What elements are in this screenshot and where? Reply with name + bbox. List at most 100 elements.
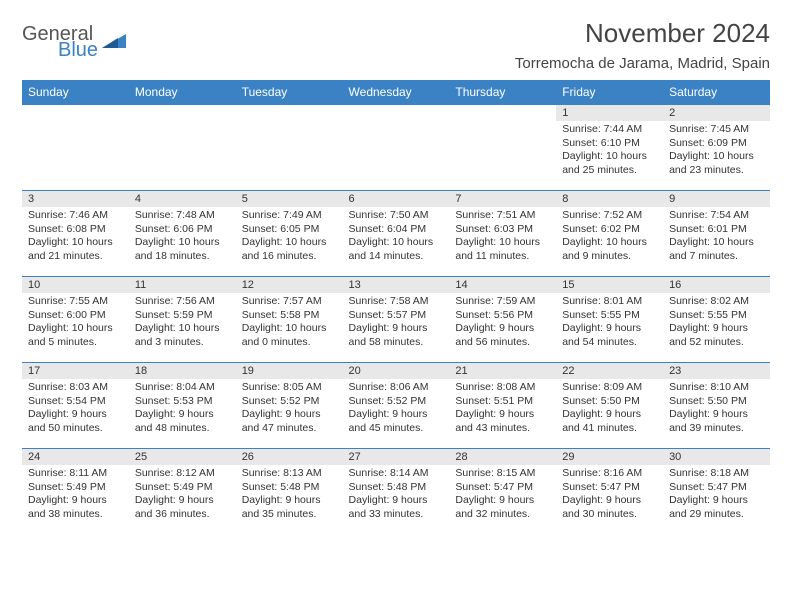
sunrise-line: Sunrise: 7:54 AM (669, 209, 764, 223)
title-block: November 2024 Torremocha de Jarama, Madr… (515, 18, 770, 72)
daylight-line: Daylight: 10 hours and 0 minutes. (242, 322, 337, 349)
day-details: Sunrise: 8:11 AMSunset: 5:49 PMDaylight:… (22, 465, 129, 526)
daylight-line: Daylight: 9 hours and 38 minutes. (28, 494, 123, 521)
day-number: 6 (343, 191, 450, 207)
weekday-header: Friday (556, 80, 663, 105)
sunrise-line: Sunrise: 8:09 AM (562, 381, 657, 395)
day-details: Sunrise: 8:18 AMSunset: 5:47 PMDaylight:… (663, 465, 770, 526)
sunrise-line: Sunrise: 8:10 AM (669, 381, 764, 395)
day-details: Sunrise: 7:51 AMSunset: 6:03 PMDaylight:… (449, 207, 556, 268)
sunrise-line: Sunrise: 7:45 AM (669, 123, 764, 137)
sunset-line: Sunset: 6:08 PM (28, 223, 123, 237)
day-details: Sunrise: 7:50 AMSunset: 6:04 PMDaylight:… (343, 207, 450, 268)
location-text: Torremocha de Jarama, Madrid, Spain (515, 55, 770, 72)
brand-triangle-icon (102, 32, 128, 52)
daylight-line: Daylight: 10 hours and 25 minutes. (562, 150, 657, 177)
weekday-header: Wednesday (343, 80, 450, 105)
calendar-cell (129, 105, 236, 191)
day-details: Sunrise: 8:10 AMSunset: 5:50 PMDaylight:… (663, 379, 770, 440)
sunrise-line: Sunrise: 7:50 AM (349, 209, 444, 223)
day-number: 5 (236, 191, 343, 207)
calendar-cell: 1Sunrise: 7:44 AMSunset: 6:10 PMDaylight… (556, 105, 663, 191)
calendar-week-row: 17Sunrise: 8:03 AMSunset: 5:54 PMDayligh… (22, 363, 770, 449)
calendar-cell: 16Sunrise: 8:02 AMSunset: 5:55 PMDayligh… (663, 277, 770, 363)
day-details: Sunrise: 7:55 AMSunset: 6:00 PMDaylight:… (22, 293, 129, 354)
daylight-line: Daylight: 9 hours and 32 minutes. (455, 494, 550, 521)
sunrise-line: Sunrise: 8:15 AM (455, 467, 550, 481)
sunset-line: Sunset: 5:57 PM (349, 309, 444, 323)
calendar-cell: 12Sunrise: 7:57 AMSunset: 5:58 PMDayligh… (236, 277, 343, 363)
day-details: Sunrise: 8:06 AMSunset: 5:52 PMDaylight:… (343, 379, 450, 440)
calendar-cell: 18Sunrise: 8:04 AMSunset: 5:53 PMDayligh… (129, 363, 236, 449)
sunset-line: Sunset: 6:00 PM (28, 309, 123, 323)
sunrise-line: Sunrise: 7:51 AM (455, 209, 550, 223)
daylight-line: Daylight: 9 hours and 56 minutes. (455, 322, 550, 349)
day-details: Sunrise: 7:49 AMSunset: 6:05 PMDaylight:… (236, 207, 343, 268)
calendar-cell: 3Sunrise: 7:46 AMSunset: 6:08 PMDaylight… (22, 191, 129, 277)
sunrise-line: Sunrise: 8:11 AM (28, 467, 123, 481)
daylight-line: Daylight: 9 hours and 45 minutes. (349, 408, 444, 435)
sunset-line: Sunset: 5:47 PM (669, 481, 764, 495)
daylight-line: Daylight: 10 hours and 7 minutes. (669, 236, 764, 263)
sunset-line: Sunset: 5:55 PM (669, 309, 764, 323)
day-details: Sunrise: 7:45 AMSunset: 6:09 PMDaylight:… (663, 121, 770, 182)
daylight-line: Daylight: 10 hours and 23 minutes. (669, 150, 764, 177)
sunrise-line: Sunrise: 8:06 AM (349, 381, 444, 395)
calendar-cell (343, 105, 450, 191)
sunset-line: Sunset: 5:55 PM (562, 309, 657, 323)
day-details: Sunrise: 8:05 AMSunset: 5:52 PMDaylight:… (236, 379, 343, 440)
day-number: 21 (449, 363, 556, 379)
daylight-line: Daylight: 9 hours and 29 minutes. (669, 494, 764, 521)
day-number: 4 (129, 191, 236, 207)
calendar-cell: 11Sunrise: 7:56 AMSunset: 5:59 PMDayligh… (129, 277, 236, 363)
calendar-cell: 20Sunrise: 8:06 AMSunset: 5:52 PMDayligh… (343, 363, 450, 449)
sunset-line: Sunset: 5:49 PM (135, 481, 230, 495)
calendar-cell (236, 105, 343, 191)
daylight-line: Daylight: 9 hours and 35 minutes. (242, 494, 337, 521)
day-details: Sunrise: 7:52 AMSunset: 6:02 PMDaylight:… (556, 207, 663, 268)
daylight-line: Daylight: 9 hours and 41 minutes. (562, 408, 657, 435)
calendar-cell: 13Sunrise: 7:58 AMSunset: 5:57 PMDayligh… (343, 277, 450, 363)
day-details: Sunrise: 7:48 AMSunset: 6:06 PMDaylight:… (129, 207, 236, 268)
sunset-line: Sunset: 5:53 PM (135, 395, 230, 409)
calendar-cell: 8Sunrise: 7:52 AMSunset: 6:02 PMDaylight… (556, 191, 663, 277)
day-number: 14 (449, 277, 556, 293)
daylight-line: Daylight: 10 hours and 3 minutes. (135, 322, 230, 349)
sunrise-line: Sunrise: 8:14 AM (349, 467, 444, 481)
sunset-line: Sunset: 6:03 PM (455, 223, 550, 237)
weekday-header-row: Sunday Monday Tuesday Wednesday Thursday… (22, 80, 770, 105)
day-number: 7 (449, 191, 556, 207)
weekday-header: Tuesday (236, 80, 343, 105)
day-number: 10 (22, 277, 129, 293)
calendar-cell: 14Sunrise: 7:59 AMSunset: 5:56 PMDayligh… (449, 277, 556, 363)
calendar-cell: 23Sunrise: 8:10 AMSunset: 5:50 PMDayligh… (663, 363, 770, 449)
weekday-header: Thursday (449, 80, 556, 105)
calendar-cell: 30Sunrise: 8:18 AMSunset: 5:47 PMDayligh… (663, 449, 770, 535)
sunset-line: Sunset: 6:02 PM (562, 223, 657, 237)
calendar-week-row: 3Sunrise: 7:46 AMSunset: 6:08 PMDaylight… (22, 191, 770, 277)
calendar-cell: 2Sunrise: 7:45 AMSunset: 6:09 PMDaylight… (663, 105, 770, 191)
calendar-table: Sunday Monday Tuesday Wednesday Thursday… (22, 80, 770, 535)
day-details: Sunrise: 7:56 AMSunset: 5:59 PMDaylight:… (129, 293, 236, 354)
calendar-cell (22, 105, 129, 191)
day-number: 30 (663, 449, 770, 465)
day-number: 26 (236, 449, 343, 465)
sunrise-line: Sunrise: 7:52 AM (562, 209, 657, 223)
day-details: Sunrise: 8:12 AMSunset: 5:49 PMDaylight:… (129, 465, 236, 526)
daylight-line: Daylight: 10 hours and 16 minutes. (242, 236, 337, 263)
sunset-line: Sunset: 6:04 PM (349, 223, 444, 237)
daylight-line: Daylight: 9 hours and 48 minutes. (135, 408, 230, 435)
sunset-line: Sunset: 5:51 PM (455, 395, 550, 409)
sunrise-line: Sunrise: 7:57 AM (242, 295, 337, 309)
calendar-cell: 5Sunrise: 7:49 AMSunset: 6:05 PMDaylight… (236, 191, 343, 277)
sunrise-line: Sunrise: 8:12 AM (135, 467, 230, 481)
sunrise-line: Sunrise: 7:46 AM (28, 209, 123, 223)
sunset-line: Sunset: 6:06 PM (135, 223, 230, 237)
sunset-line: Sunset: 5:47 PM (455, 481, 550, 495)
sunset-line: Sunset: 6:05 PM (242, 223, 337, 237)
daylight-line: Daylight: 9 hours and 33 minutes. (349, 494, 444, 521)
sunrise-line: Sunrise: 7:55 AM (28, 295, 123, 309)
calendar-cell: 19Sunrise: 8:05 AMSunset: 5:52 PMDayligh… (236, 363, 343, 449)
sunrise-line: Sunrise: 8:02 AM (669, 295, 764, 309)
sunset-line: Sunset: 5:48 PM (242, 481, 337, 495)
